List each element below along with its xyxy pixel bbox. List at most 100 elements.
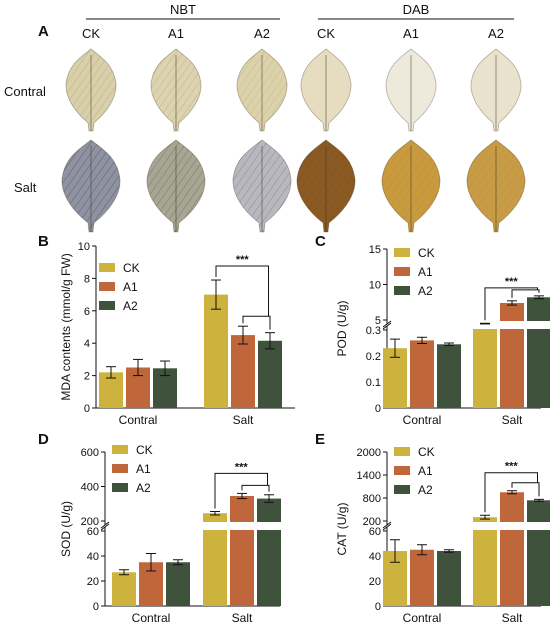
- y-tick-label: 0: [375, 601, 381, 613]
- bar-a1: [410, 340, 434, 408]
- leaf-photo: [385, 48, 437, 132]
- bar-ck: [383, 348, 407, 408]
- bar-a1: [500, 492, 524, 606]
- legend-label-ck: CK: [136, 443, 153, 457]
- leaf-photo: [296, 139, 356, 233]
- significance-bracket-inner: [241, 484, 270, 492]
- y-tick-label: 8: [84, 273, 90, 285]
- y-tick-label: 600: [81, 447, 99, 459]
- leaf-row-contral: Contral: [4, 84, 46, 99]
- legend-swatch-ck: [394, 248, 410, 257]
- legend-label-a2: A2: [418, 284, 433, 298]
- axis-break-mark: [382, 521, 392, 529]
- bar-break-gap: [526, 522, 550, 530]
- significance-stars: ***: [505, 276, 519, 288]
- legend-label-ck: CK: [418, 246, 435, 260]
- y-tick-label: 60: [87, 526, 99, 538]
- leaf-col-dab-a1: A1: [403, 26, 419, 41]
- y-tick-label: 0.1: [366, 377, 381, 389]
- y-axis-label: MDA contents (mmol/g FW): [59, 253, 73, 400]
- significance-bracket: [214, 472, 268, 509]
- bar-break-gap: [499, 522, 525, 530]
- bar-ck: [112, 572, 136, 606]
- leaf-photo: [300, 48, 352, 132]
- y-axis-label: POD (U/g): [335, 300, 349, 356]
- y-tick-label: 6: [84, 306, 90, 318]
- leaf-photo: [61, 139, 121, 233]
- bar-a1: [500, 302, 524, 408]
- legend-swatch-a2: [99, 301, 115, 310]
- significance-stars: ***: [236, 254, 250, 266]
- bar-a2: [257, 498, 281, 606]
- x-category-label: Salt: [233, 413, 254, 427]
- x-category-label: Contral: [403, 413, 442, 427]
- axis-break-mark: [382, 523, 392, 531]
- leaf-row-salt: Salt: [14, 180, 37, 195]
- leaf-photo: [146, 139, 206, 233]
- legend-swatch-ck: [394, 447, 410, 456]
- dab-header: DAB: [403, 2, 430, 17]
- significance-stars: ***: [505, 461, 519, 473]
- legend-label-a1: A1: [136, 462, 151, 476]
- panel-letter-e: E: [315, 431, 325, 448]
- significance-bracket: [484, 287, 538, 321]
- y-tick-label: 2000: [357, 447, 381, 459]
- axis-break-mark: [382, 322, 392, 330]
- y-tick-label: 40: [87, 551, 99, 563]
- leaf-col-dab-a2: A2: [488, 26, 504, 41]
- bar-a2: [527, 500, 550, 606]
- bar-break-gap: [472, 321, 498, 329]
- leaf-photo: [232, 139, 292, 233]
- y-tick-label: 400: [81, 482, 99, 494]
- leaf-photo: [150, 48, 202, 132]
- legend-label-a2: A2: [136, 481, 151, 495]
- axis-break-mark: [100, 523, 110, 531]
- x-category-label: Contral: [403, 611, 442, 625]
- significance-bracket-inner: [511, 482, 540, 497]
- legend-swatch-ck: [99, 263, 115, 272]
- legend-swatch-a2: [394, 485, 410, 494]
- nbt-header: NBT: [170, 2, 196, 17]
- x-category-label: Salt: [232, 611, 253, 625]
- legend-swatch-a1: [394, 466, 410, 475]
- bar-a1: [410, 549, 434, 606]
- y-tick-label: 800: [363, 493, 381, 505]
- y-tick-label: 1400: [357, 470, 381, 482]
- bar-break-gap: [526, 321, 550, 329]
- bar-ck: [473, 517, 497, 606]
- x-category-label: Salt: [502, 413, 523, 427]
- leaf-photo: [65, 48, 117, 132]
- bar-ck: [204, 294, 228, 408]
- legend-label-a1: A1: [418, 265, 433, 279]
- y-tick-label: 40: [369, 551, 381, 563]
- bar-a2: [258, 340, 282, 408]
- y-tick-label: 0: [93, 601, 99, 613]
- y-tick-label: 4: [84, 338, 90, 350]
- bar-break-gap: [229, 522, 255, 530]
- leaf-photo: [236, 48, 288, 132]
- legend-label-a2: A2: [123, 299, 138, 313]
- leaf-col-dab-ck: CK: [317, 26, 335, 41]
- significance-bracket-inner: [242, 315, 271, 330]
- panel-letter-a: A: [38, 23, 49, 40]
- bar-a2: [166, 562, 190, 606]
- bar-a1: [231, 335, 255, 408]
- y-tick-label: 200: [81, 516, 99, 528]
- x-category-label: Contral: [119, 413, 158, 427]
- leaf-col-nbt-a2: A2: [254, 26, 270, 41]
- leaf-photo: [381, 139, 441, 233]
- leaf-photo: [466, 139, 526, 233]
- bar-break-gap: [472, 522, 498, 530]
- legend-label-a1: A1: [418, 464, 433, 478]
- legend-swatch-a1: [394, 267, 410, 276]
- mda-chart: 0 2 4 6 8 10 MDA contents (mmol/g FW) Contral Sa…: [59, 241, 295, 427]
- y-tick-label: 5: [375, 315, 381, 327]
- legend-swatch-ck: [112, 445, 128, 454]
- y-tick-label: 0.3: [366, 325, 381, 337]
- y-tick-label: 0: [84, 403, 90, 415]
- significance-bracket-inner: [511, 289, 540, 298]
- y-tick-label: 0.2: [366, 351, 381, 363]
